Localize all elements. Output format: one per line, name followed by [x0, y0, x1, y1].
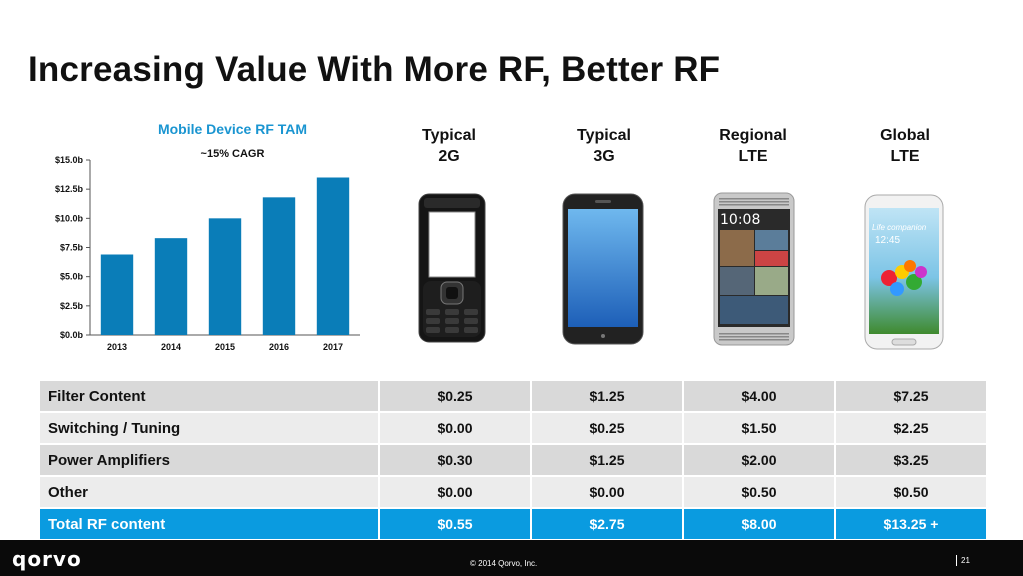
x-tick-label: 2014 — [161, 342, 181, 352]
column-header-global-lte: Global LTE — [880, 127, 930, 165]
x-tick-label: 2017 — [323, 342, 343, 352]
row-value: $1.25 — [531, 444, 684, 477]
chart-bar — [262, 197, 296, 335]
row-label: Power Amplifiers — [40, 444, 380, 477]
table-row-total: Total RF content $0.55 $2.75 $8.00 $13.25 + — [40, 508, 988, 541]
column-header-3g: Typical 3G — [577, 127, 631, 165]
row-value: $4.00 — [683, 381, 836, 413]
y-tick-label: $5.0b — [60, 272, 84, 282]
page-number: 21 — [956, 555, 970, 566]
table-row: Filter Content $0.25 $1.25 $4.00 $7.25 — [40, 381, 988, 413]
row-label: Other — [40, 476, 380, 509]
chart-bar — [100, 254, 134, 335]
y-tick-label: $12.5b — [55, 184, 84, 194]
y-tick-label: $2.5b — [60, 301, 84, 311]
table-row: Switching / Tuning $0.00 $0.25 $1.50 $2.25 — [40, 412, 988, 445]
row-value: $1.25 — [531, 381, 684, 413]
row-value: $0.00 — [379, 412, 532, 445]
row-value: $0.25 — [531, 412, 684, 445]
row-value: $3.25 — [835, 444, 988, 477]
total-value: $13.25 + — [835, 508, 988, 541]
slide-title: Increasing Value With More RF, Better RF — [28, 50, 721, 89]
row-value: $7.25 — [835, 381, 988, 413]
table-row: Other $0.00 $0.00 $0.50 $0.50 — [40, 476, 988, 509]
column-header-2g: Typical 2G — [422, 127, 476, 165]
row-value: $0.00 — [531, 476, 684, 509]
row-value: $0.30 — [379, 444, 532, 477]
y-tick-label: $0.0b — [60, 330, 84, 340]
rf-content-table: Filter Content $0.25 $1.25 $4.00 $7.25 Switch… — [40, 381, 988, 541]
x-tick-label: 2015 — [215, 342, 235, 352]
y-tick-label: $7.5b — [60, 243, 84, 253]
rf-tam-bar-chart: $0.0b $2.5b $5.0b $7.5b $10.0b $12.5b $15.0b 2… — [55, 155, 360, 352]
chart-subtitle: ~15% CAGR — [200, 148, 265, 160]
footer-bar: qorvo © 2014 Qorvo, Inc. 21 — [0, 540, 1023, 576]
htc-phone-image — [713, 192, 795, 346]
row-value: $0.00 — [379, 476, 532, 509]
y-tick-label: $10.0b — [55, 213, 84, 223]
total-value: $2.75 — [531, 508, 684, 541]
galaxy-phone-image — [864, 194, 944, 350]
row-value: $2.25 — [835, 412, 988, 445]
htc-screen-time: 10:08 — [720, 212, 761, 228]
y-tick-label: $15.0b — [55, 155, 84, 165]
row-label: Switching / Tuning — [40, 412, 380, 445]
row-value: $1.50 — [683, 412, 836, 445]
total-value: $0.55 — [379, 508, 532, 541]
total-value: $8.00 — [683, 508, 836, 541]
galaxy-screen-tagline: Life companion — [872, 223, 927, 232]
smartphone-image — [562, 193, 644, 345]
total-label: Total RF content — [40, 508, 380, 541]
row-value: $0.50 — [835, 476, 988, 509]
x-tick-label: 2016 — [269, 342, 289, 352]
feature-phone-image — [418, 193, 486, 343]
column-header-regional-lte: Regional LTE — [719, 127, 787, 165]
chart-bar — [208, 218, 242, 335]
row-value: $0.25 — [379, 381, 532, 413]
qorvo-logo: qorvo — [12, 547, 82, 571]
table-row: Power Amplifiers $0.30 $1.25 $2.00 $3.25 — [40, 444, 988, 477]
galaxy-screen-time: 12:45 — [875, 235, 901, 246]
row-value: $2.00 — [683, 444, 836, 477]
chart-bar — [316, 177, 350, 335]
row-label: Filter Content — [40, 381, 380, 413]
copyright-text: © 2014 Qorvo, Inc. — [470, 559, 538, 568]
row-value: $0.50 — [683, 476, 836, 509]
x-tick-label: 2013 — [107, 342, 127, 352]
chart-title: Mobile Device RF TAM — [157, 121, 308, 137]
chart-bar — [154, 238, 188, 335]
